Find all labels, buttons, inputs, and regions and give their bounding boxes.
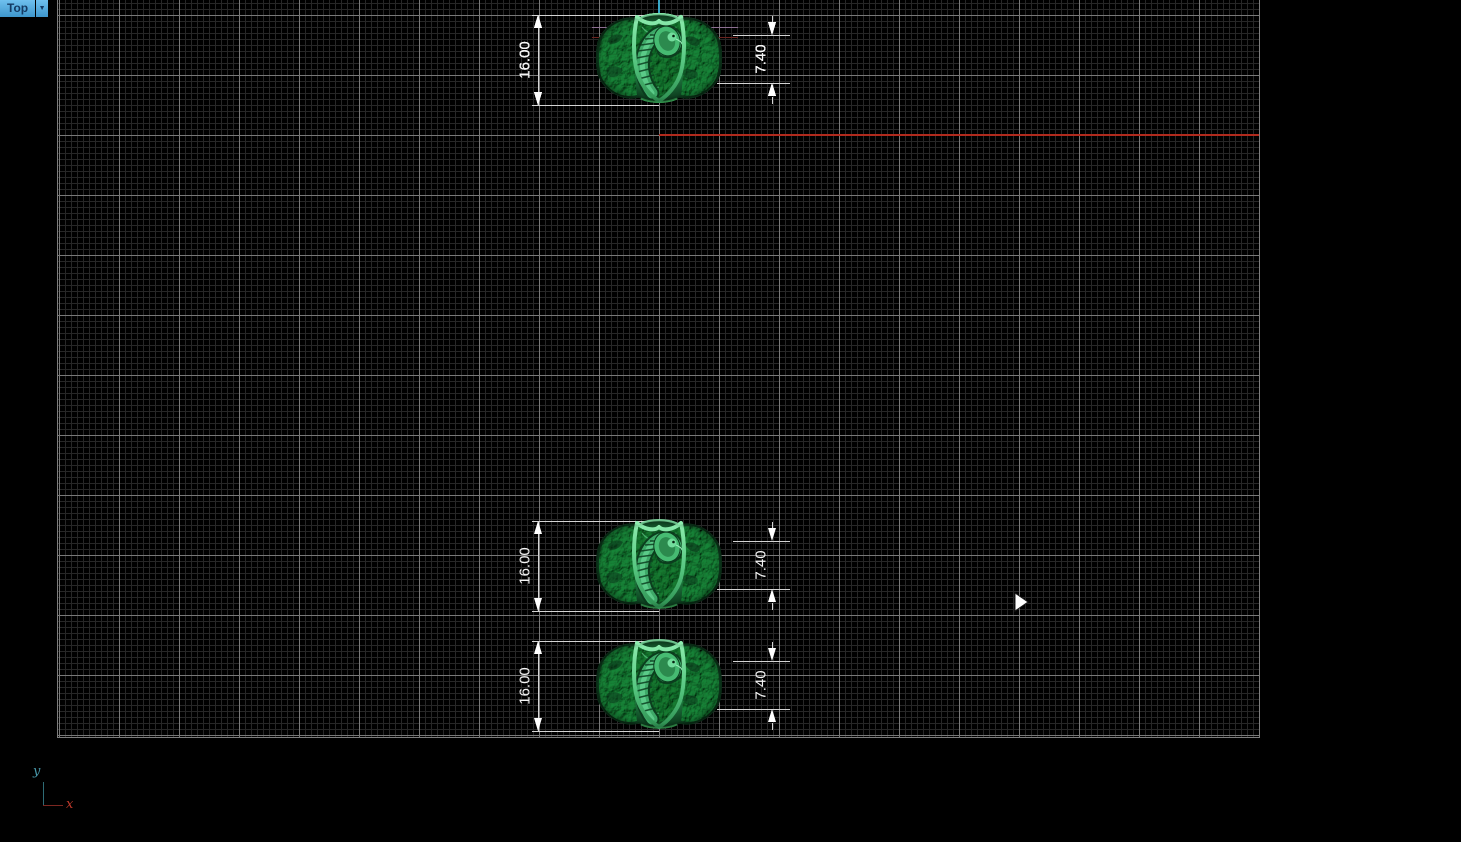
ring-row: 16.00 7.40 <box>505 506 805 626</box>
arrowhead-up-icon <box>534 521 542 534</box>
dimension-line <box>772 97 773 104</box>
arrowhead-down-icon <box>534 92 542 105</box>
extension-line <box>532 521 660 522</box>
arrowhead-up-icon <box>768 589 776 602</box>
dimension-width-label[interactable]: 7.40 <box>752 670 770 700</box>
gizmo-y-label: y <box>33 764 41 779</box>
arrowhead-up-icon <box>534 15 542 28</box>
arrowhead-down-icon <box>768 648 776 661</box>
dimension-line <box>772 16 773 23</box>
extension-line <box>532 15 660 16</box>
dimension-width-label[interactable]: 7.40 <box>752 44 770 74</box>
dimension-line <box>538 521 539 612</box>
viewport-canvas[interactable]: 16.00 7.40 16.00 7.40 <box>57 0 1260 738</box>
gizmo-x-axis-line <box>43 805 63 806</box>
chevron-down-icon: ▼ <box>38 5 46 12</box>
arrowhead-down-icon <box>768 22 776 35</box>
extension-line <box>532 105 659 106</box>
arrowhead-up-icon <box>768 83 776 96</box>
dimension-height-label[interactable]: 16.00 <box>516 547 534 585</box>
viewport-title-bar: Top ▼ <box>0 0 49 17</box>
extension-line <box>733 541 790 542</box>
extension-line <box>717 589 790 590</box>
dimension-line <box>772 723 773 730</box>
arrowhead-down-icon <box>534 598 542 611</box>
x-axis-line <box>659 134 1259 136</box>
extension-line <box>717 709 790 710</box>
mouse-cursor-icon <box>1014 592 1029 612</box>
dimension-line <box>538 641 539 732</box>
ring-row: 16.00 7.40 <box>505 0 805 120</box>
arrowhead-down-icon <box>768 528 776 541</box>
dimension-line <box>772 603 773 610</box>
ring-model[interactable] <box>595 636 723 732</box>
extension-line <box>532 611 659 612</box>
extension-line <box>717 83 790 84</box>
dimension-line <box>772 642 773 649</box>
ring-row: 16.00 7.40 <box>505 626 805 746</box>
extension-line <box>733 661 790 662</box>
dimension-line <box>538 15 539 106</box>
dimension-width-label[interactable]: 7.40 <box>752 550 770 580</box>
viewport-dropdown-button[interactable]: ▼ <box>36 0 49 17</box>
ring-model[interactable] <box>595 516 723 612</box>
extension-line <box>532 641 660 642</box>
gizmo-x-label: x <box>66 797 74 812</box>
arrowhead-up-icon <box>768 709 776 722</box>
dimension-height-label[interactable]: 16.00 <box>516 667 534 705</box>
ring-model[interactable] <box>595 10 723 106</box>
arrowhead-up-icon <box>534 641 542 654</box>
extension-line <box>733 35 790 36</box>
dimension-line <box>772 522 773 529</box>
viewport-title[interactable]: Top <box>0 0 36 17</box>
gizmo-y-axis-line <box>43 782 44 806</box>
extension-line <box>532 731 659 732</box>
dimension-height-label[interactable]: 16.00 <box>516 41 534 79</box>
arrowhead-down-icon <box>534 718 542 731</box>
